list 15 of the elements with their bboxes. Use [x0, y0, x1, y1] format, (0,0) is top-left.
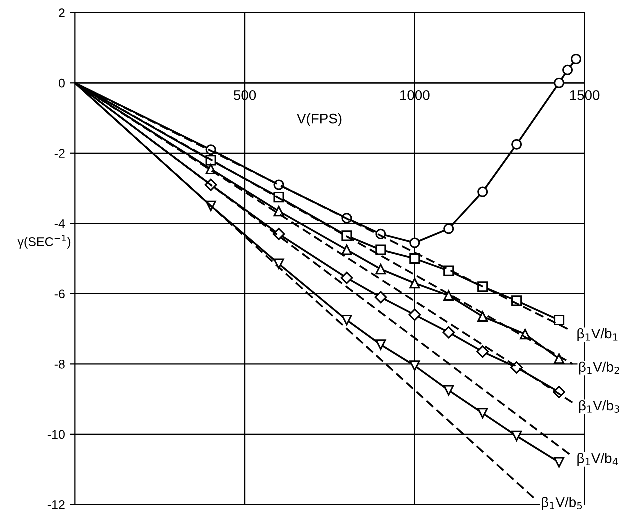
y-tick-label: -2 — [54, 149, 65, 158]
series-label: β$_{1}$V/b$_{2}$ — [579, 362, 620, 375]
y-tick-label: -10 — [48, 430, 65, 440]
series-label: β$_{1}$V/b$_{5}$ — [542, 497, 582, 510]
y-tick-label: 2 — [59, 8, 65, 18]
series-label: β$_{1}$V/b$_{4}$ — [578, 453, 618, 466]
y-axis-title: γ(SEC$^{−1}$) — [18, 235, 71, 249]
y-tick-label: -8 — [54, 360, 65, 369]
x-axis-title: V(FPS) — [297, 114, 342, 126]
y-tick-label: -12 — [48, 500, 65, 510]
series-label: β$_{1}$V/b$_{3}$ — [579, 400, 620, 414]
y-tick-label: 0 — [58, 78, 65, 88]
series-label: β$_{1}$V/b$_{1}$ — [578, 328, 618, 342]
y-tick-label: -6 — [54, 290, 65, 299]
y-tick-label: -4 — [54, 220, 66, 228]
